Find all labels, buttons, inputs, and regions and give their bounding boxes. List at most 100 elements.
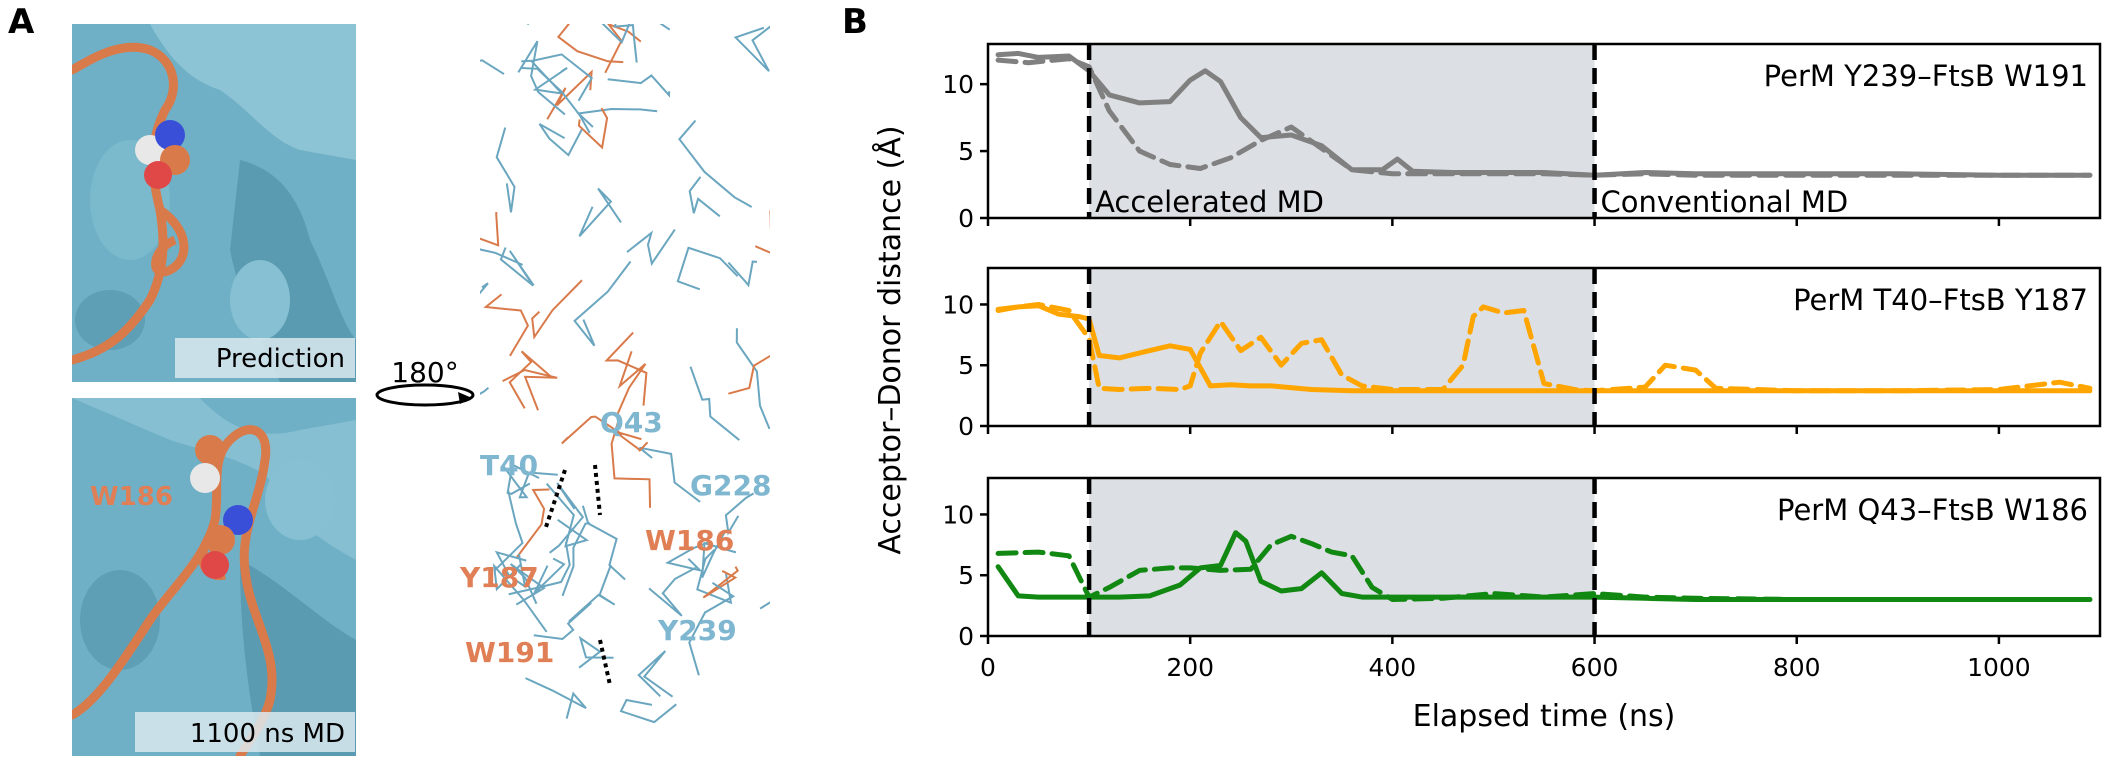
- wire-segment: [517, 40, 566, 116]
- residue-labels: Q43 T40 G228 Y239 W186 Y187 W191: [459, 406, 771, 669]
- wire-segment: [483, 293, 530, 357]
- subplot-title: PerM T40–FtsB Y187: [1793, 283, 2088, 317]
- wire-segment: [545, 483, 589, 548]
- subplot-title: PerM Y239–FtsB W191: [1764, 59, 2088, 93]
- wire-segment: [728, 354, 770, 395]
- wire-segment: [688, 176, 721, 218]
- wire-segment: [689, 366, 740, 441]
- wire-segment: [702, 566, 739, 599]
- label-w186: W186: [645, 524, 734, 557]
- wire-segment: [538, 123, 583, 157]
- wire-segment: [495, 127, 516, 213]
- wire-segment: [578, 187, 622, 237]
- wire-segment: [576, 107, 658, 128]
- prediction-surface-image: Prediction: [72, 24, 356, 382]
- x-tick-label: 200: [1166, 653, 1214, 682]
- wire-segment: [501, 464, 558, 499]
- y-tick-label: 0: [958, 204, 974, 233]
- molecular-panel: Prediction W186 1100 ns MD 180°: [72, 24, 771, 756]
- region-label-accelerated: Accelerated MD: [1095, 185, 1324, 219]
- y-tick-label: 10: [942, 70, 974, 99]
- wire-segment: [480, 282, 489, 295]
- subplot-frame: [986, 476, 2102, 638]
- label-y187: Y187: [459, 561, 539, 594]
- md-caption: 1100 ns MD: [190, 719, 345, 749]
- wire-segment: [561, 521, 590, 597]
- series-line-dashed: [995, 533, 2093, 602]
- rotation-arrow-icon: [458, 392, 472, 404]
- wire-segment: [604, 331, 648, 406]
- wire-segment: [480, 211, 500, 247]
- x-axis-label: Elapsed time (ns): [1413, 699, 1676, 734]
- label-y239: Y239: [657, 614, 737, 647]
- y-tick-label: 5: [958, 137, 974, 166]
- wire-segment: [735, 328, 770, 430]
- region-label-conventional: Conventional MD: [1601, 185, 1849, 219]
- subplot-frame: [986, 266, 2102, 428]
- wire-segment: [508, 541, 571, 596]
- x-tick-label: 400: [1369, 653, 1417, 682]
- x-tick-label: 800: [1773, 653, 1821, 682]
- wire-segment: [578, 635, 614, 669]
- prediction-caption: Prediction: [216, 344, 345, 374]
- shaded-accelerated-region: [1089, 478, 1595, 636]
- x-tick-label: 600: [1571, 653, 1619, 682]
- subplot-title: PerM Q43–FtsB W186: [1777, 493, 2088, 527]
- wire-segment: [561, 415, 623, 445]
- label-g228: G228: [690, 469, 771, 502]
- y-tick-label: 10: [942, 290, 974, 319]
- wire-segment: [610, 415, 652, 508]
- label-t40: T40: [480, 449, 538, 482]
- wire-segment: [637, 650, 674, 698]
- wire-segment: [494, 550, 527, 589]
- stick-model-image: [480, 24, 770, 756]
- label-q43: Q43: [600, 406, 663, 439]
- wire-segment: [615, 350, 647, 417]
- y-tick-label: 5: [958, 351, 974, 380]
- wire-segment: [688, 581, 736, 676]
- wire-segment: [733, 25, 770, 72]
- wire-segment: [480, 248, 524, 266]
- wire-segment: [525, 677, 587, 719]
- wire-segment: [604, 24, 642, 74]
- md-surface-image: W186 1100 ns MD: [72, 398, 356, 756]
- wire-segment: [573, 260, 632, 347]
- panel-b-letter: B: [842, 2, 868, 42]
- series-line-dashed: [995, 56, 2093, 178]
- x-tick-label: 0: [980, 653, 996, 682]
- wire-segment: [556, 24, 624, 64]
- wire-segment: [548, 482, 585, 554]
- wire-segment: [648, 566, 697, 617]
- wire-segment: [506, 463, 540, 495]
- wire-segment: [568, 564, 616, 623]
- series-line-dashed: [995, 302, 2093, 394]
- wire-segment: [516, 488, 550, 558]
- wire-segment: [626, 229, 676, 267]
- wire-segment: [533, 602, 592, 641]
- panel-a-letter: A: [8, 2, 35, 42]
- wire-segment: [678, 119, 753, 208]
- wire-segment: [664, 541, 710, 573]
- wire-segment: [508, 350, 553, 409]
- wire-segment: [480, 59, 505, 75]
- surface-label-w186: W186: [90, 482, 173, 512]
- series-line-solid: [995, 303, 2093, 394]
- wire-segment: [701, 529, 737, 579]
- rotation-indicator: 180°: [375, 356, 475, 407]
- y-tick-label: 0: [958, 412, 974, 441]
- label-w191: W191: [465, 636, 554, 669]
- wire-segment: [613, 24, 638, 63]
- wire-segment: [724, 492, 755, 536]
- wire-segment: [577, 107, 609, 150]
- wire-segment: [521, 53, 594, 102]
- shaded-accelerated-region: [1089, 44, 1595, 218]
- wire-segment: [727, 260, 758, 288]
- y-tick-label: 0: [958, 622, 974, 651]
- y-axis-label: Acceptor–Donor distance (Å): [872, 125, 908, 554]
- wire-segment: [581, 505, 626, 581]
- wire-segment: [619, 698, 677, 724]
- wire-segment: [492, 563, 548, 633]
- x-tick-label: 1000: [1967, 653, 2031, 682]
- wire-segment: [614, 430, 649, 452]
